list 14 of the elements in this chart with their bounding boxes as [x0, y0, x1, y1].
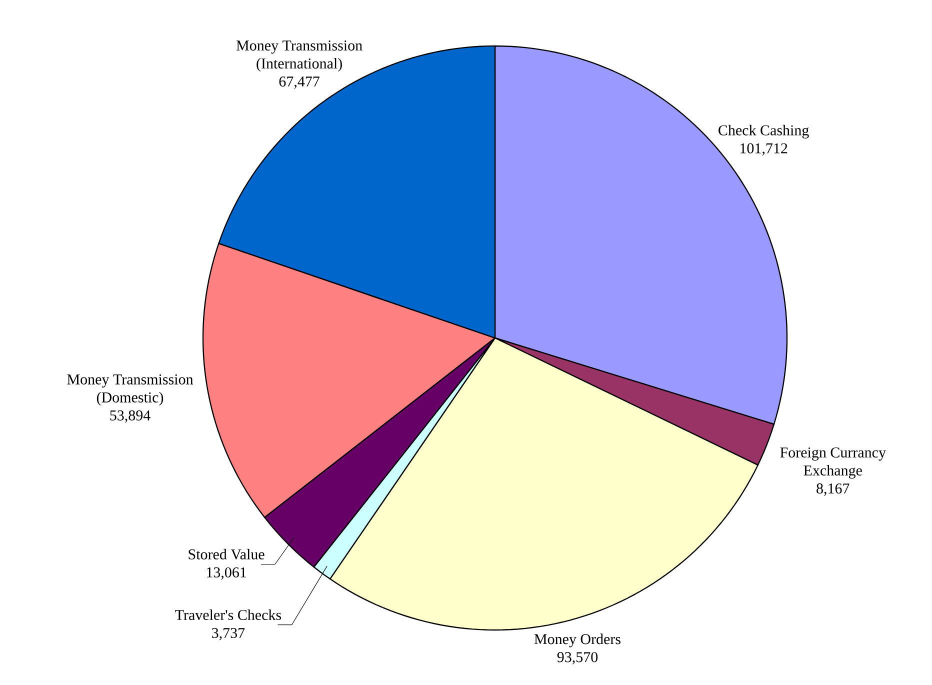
slice-label: Check Cashing	[718, 124, 809, 138]
data-label: 3,737	[212, 628, 245, 640]
data-label: 13,061	[206, 567, 246, 580]
data-label: 93,570	[557, 652, 598, 664]
slice-label: Money Transmission (Domestic)	[67, 374, 194, 406]
data-label: 8,167	[816, 483, 850, 496]
slice-label: Traveler's Checks	[175, 609, 282, 620]
data-label: 67,477	[279, 76, 320, 89]
slice-label: Money Transmission (International)	[236, 40, 362, 72]
data-label: 53,894	[110, 410, 150, 423]
data-label: 101,712	[740, 143, 788, 156]
slice-label: Money Orders	[534, 634, 620, 648]
slice-label: Foreign Currancy Exchange	[780, 447, 886, 479]
slice-label: Stored Value	[188, 548, 264, 560]
